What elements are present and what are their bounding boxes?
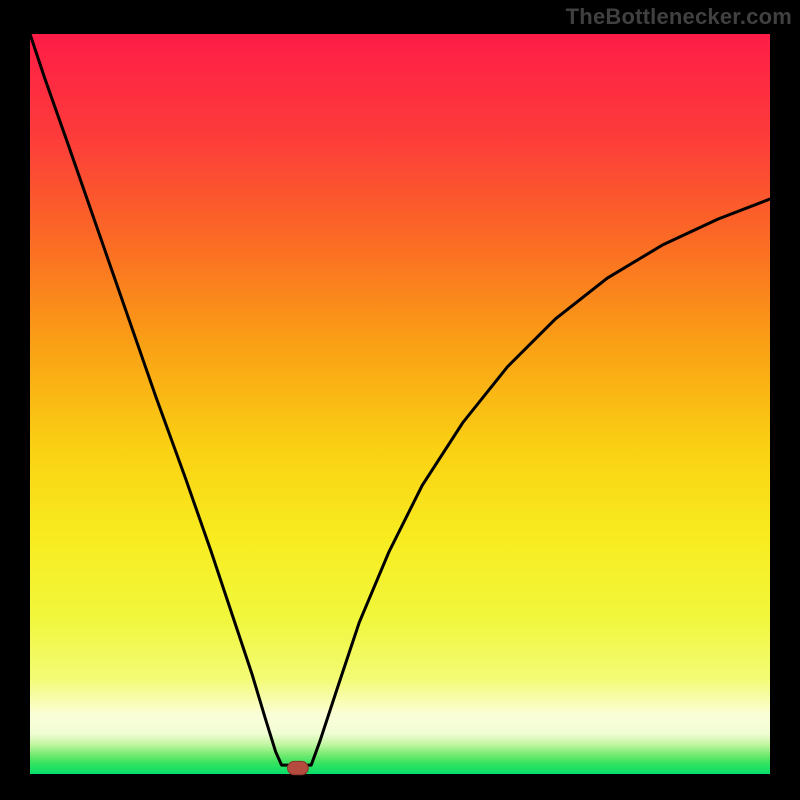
bottleneck-plot (0, 0, 800, 800)
plot-background (30, 34, 770, 774)
optimum-marker (288, 761, 309, 774)
watermark-text: TheBottlenecker.com (566, 4, 792, 30)
